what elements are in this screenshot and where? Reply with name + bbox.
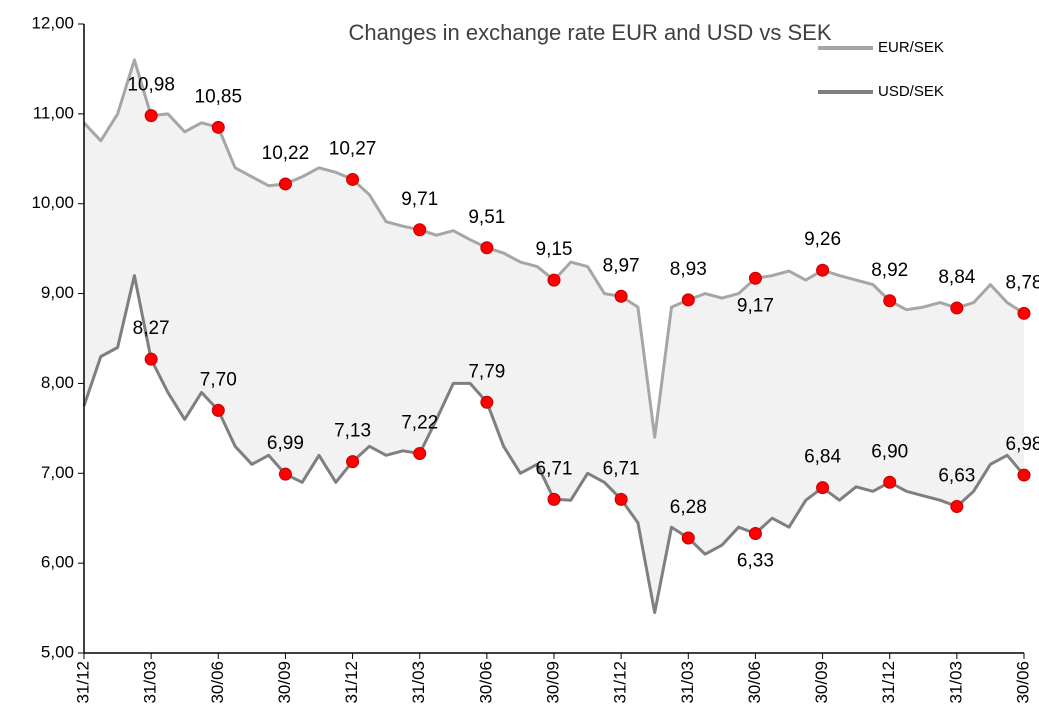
chart-title: Changes in exchange rate EUR and USD vs …	[348, 20, 831, 45]
data-label: 10,85	[195, 86, 243, 107]
data-point	[816, 263, 830, 277]
x-tick-label: 30/09	[275, 661, 294, 704]
fill-between	[84, 59, 1024, 613]
y-tick-label: 7,00	[41, 463, 74, 482]
x-tick-label: 31/03	[141, 661, 160, 704]
y-tick-label: 12,00	[31, 13, 74, 32]
data-label: 10,98	[127, 75, 175, 96]
data-point	[278, 177, 292, 191]
x-tick-label: 30/06	[208, 661, 227, 704]
x-tick-label: 31/12	[73, 661, 92, 704]
data-point	[1017, 306, 1031, 320]
data-label: 7,79	[468, 361, 505, 382]
x-tick-label: 30/06	[1013, 661, 1032, 704]
data-point	[816, 481, 830, 495]
x-tick-label: 31/12	[879, 661, 898, 704]
data-point	[950, 301, 964, 315]
y-tick-label: 5,00	[41, 642, 74, 661]
x-tick-label: 31/03	[678, 661, 697, 704]
data-point	[614, 492, 628, 506]
data-point	[950, 500, 964, 514]
data-point	[547, 492, 561, 506]
data-point	[144, 109, 158, 123]
data-point	[748, 526, 762, 540]
data-point	[883, 475, 897, 489]
data-label: 8,93	[670, 259, 707, 280]
x-tick-label: 31/12	[342, 661, 361, 704]
data-label: 6,98	[1006, 434, 1039, 455]
y-tick-label: 10,00	[31, 193, 74, 212]
data-label: 6,71	[603, 458, 640, 479]
data-label: 7,22	[401, 413, 438, 434]
data-point	[480, 395, 494, 409]
data-label: 6,63	[938, 466, 975, 487]
data-label: 6,33	[737, 551, 774, 572]
legend-label: USD/SEK	[878, 83, 944, 100]
data-label: 8,84	[938, 267, 975, 288]
y-tick-label: 6,00	[41, 553, 74, 572]
data-label: 6,90	[871, 441, 908, 462]
x-tick-label: 30/06	[476, 661, 495, 704]
data-label: 9,71	[401, 189, 438, 210]
data-point	[413, 223, 427, 237]
data-label: 9,17	[737, 295, 774, 316]
y-tick-label: 8,00	[41, 373, 74, 392]
data-point	[144, 352, 158, 366]
data-label: 8,78	[1006, 272, 1039, 293]
x-tick-label: 30/06	[745, 661, 764, 704]
data-label: 6,71	[536, 458, 573, 479]
data-point	[278, 467, 292, 481]
data-label: 9,26	[804, 229, 841, 250]
data-label: 8,27	[133, 318, 170, 339]
data-point	[547, 273, 561, 287]
x-tick-label: 31/03	[946, 661, 965, 704]
legend-label: EUR/SEK	[878, 39, 944, 56]
data-label: 9,15	[536, 239, 573, 260]
data-label: 9,51	[468, 207, 505, 228]
data-label: 8,97	[603, 255, 640, 276]
x-tick-label: 30/09	[812, 661, 831, 704]
data-point	[748, 271, 762, 285]
data-point	[681, 531, 695, 545]
y-tick-label: 11,00	[33, 103, 74, 122]
data-point	[211, 403, 225, 417]
data-label: 6,28	[670, 497, 707, 518]
data-label: 7,70	[200, 369, 237, 390]
data-point	[346, 172, 360, 186]
data-point	[413, 447, 427, 461]
data-point	[480, 241, 494, 255]
x-tick-label: 31/03	[409, 661, 428, 704]
data-point	[346, 455, 360, 469]
data-point	[614, 289, 628, 303]
data-label: 6,84	[804, 447, 841, 468]
data-point	[681, 293, 695, 307]
data-label: 10,27	[329, 138, 377, 159]
data-label: 6,99	[267, 433, 304, 454]
y-tick-label: 9,00	[41, 283, 74, 302]
data-point	[1017, 468, 1031, 482]
data-label: 7,13	[334, 421, 371, 442]
data-point	[211, 120, 225, 134]
data-label: 10,22	[262, 143, 310, 164]
x-tick-label: 31/12	[611, 661, 630, 704]
data-label: 8,92	[871, 260, 908, 281]
data-point	[883, 294, 897, 308]
x-tick-label: 30/09	[543, 661, 562, 704]
